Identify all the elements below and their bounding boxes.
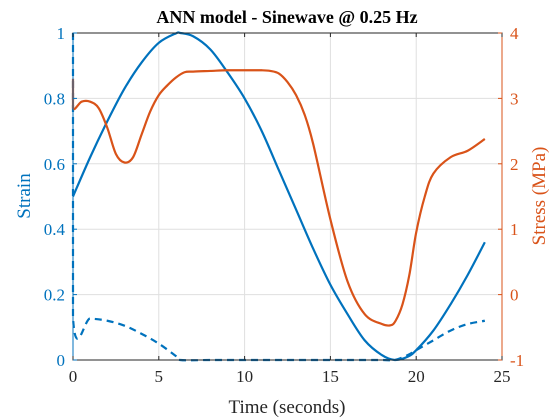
x-tick-label: 15 — [322, 367, 339, 386]
series-line-3-right-solid — [71, 69, 486, 327]
ticks: 0 5 10 15 20 25 0 0.2 0.4 0.6 0.8 1 -1 0 1 2 3 4 — [44, 24, 524, 386]
y-left-tick-label: 0.4 — [44, 220, 66, 239]
y-left-tick-label: 0.2 — [44, 286, 65, 305]
y-right-tick-label: 3 — [510, 89, 519, 108]
y-right-tick-label: -1 — [510, 351, 524, 370]
y-axis-left-label: Strain — [14, 173, 35, 219]
y-right-tick-label: 4 — [510, 24, 519, 43]
x-tick-label: 10 — [236, 367, 253, 386]
x-tick-label: 5 — [155, 367, 164, 386]
y-left-tick-label: 0.6 — [44, 155, 65, 174]
grid — [73, 33, 502, 360]
y-right-tick-label: 1 — [510, 220, 519, 239]
y-axis-right-label: Stress (MPa) — [529, 147, 550, 246]
x-tick-label: 25 — [494, 367, 511, 386]
x-tick-label: 0 — [69, 367, 78, 386]
chart-title: ANN model - Sinewave @ 0.25 Hz — [156, 7, 417, 27]
x-tick-label: 20 — [408, 367, 425, 386]
x-axis-label: Time (seconds) — [229, 397, 346, 418]
series-layer — [71, 31, 486, 362]
y-left-tick-label: 0.8 — [44, 89, 65, 108]
y-right-tick-label: 2 — [510, 155, 519, 174]
y-right-tick-label: 0 — [510, 286, 519, 305]
y-left-tick-label: 1 — [57, 24, 66, 43]
series-line-1-left-solid — [71, 31, 486, 362]
series-line-2-left-dashed — [71, 33, 486, 362]
plot-background — [73, 33, 502, 360]
y-left-tick-label: 0 — [57, 351, 66, 370]
